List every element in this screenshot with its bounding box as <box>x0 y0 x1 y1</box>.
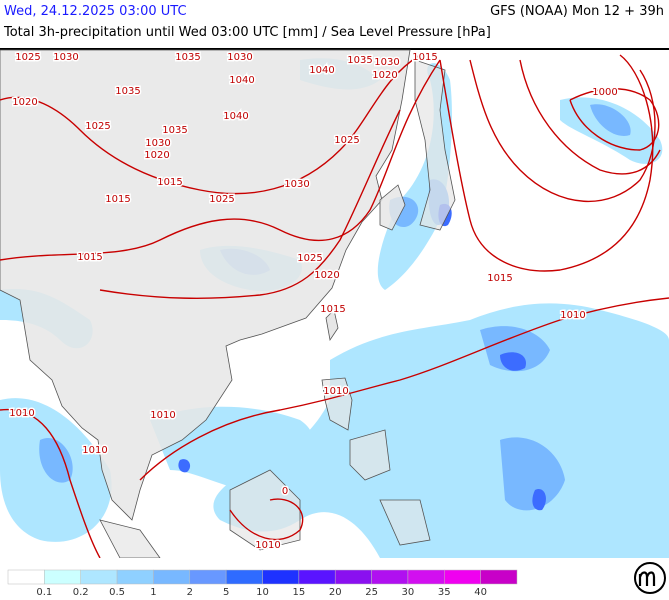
legend-swatch <box>80 569 118 585</box>
legend-label: 15 <box>292 587 305 598</box>
legend-swatch <box>153 569 191 585</box>
isobar-label: 1010 <box>323 386 348 397</box>
isobar-label: 1030 <box>227 52 252 63</box>
legend-label: 25 <box>365 587 378 598</box>
legend-swatch <box>334 569 372 585</box>
isobar-label: 1010 <box>9 408 34 419</box>
legend-label: 10 <box>256 587 269 598</box>
isobar-label: 1020 <box>12 97 37 108</box>
isobar-label: 1025 <box>85 121 110 132</box>
isobar-label: 1010 <box>560 310 585 321</box>
isobar-label: 1035 <box>115 86 140 97</box>
land <box>0 49 456 559</box>
isobar-label: 1035 <box>162 125 187 136</box>
legend-label: 0.1 <box>36 587 52 598</box>
isobar-label: 1035 <box>175 52 200 63</box>
isobar-label: 1030 <box>145 138 170 149</box>
legend-swatch <box>298 569 336 585</box>
isobar-label: 1025 <box>209 194 234 205</box>
isobars <box>0 54 669 559</box>
legend-swatch <box>262 569 300 585</box>
legend-label: 5 <box>223 587 229 598</box>
legend-swatch <box>7 569 45 585</box>
isobar-label: 1015 <box>487 273 512 284</box>
subtitle: Total 3h-precipitation until Wed 03:00 U… <box>3 25 491 40</box>
isobar-label: 1020 <box>372 70 397 81</box>
legend-label: 20 <box>329 587 342 598</box>
isobar-label: 1040 <box>223 111 248 122</box>
model-run: GFS (NOAA) Mon 12 + 39h <box>490 4 664 19</box>
isobar-label: 1020 <box>144 150 169 161</box>
legend-swatch <box>371 569 409 585</box>
legend-label: 35 <box>438 587 451 598</box>
isobar-label: 1015 <box>412 52 437 63</box>
isobar-label: 1040 <box>309 65 334 76</box>
legend-swatch <box>407 569 445 585</box>
isobar-label: 1020 <box>314 270 339 281</box>
isobar-label: 1010 <box>150 410 175 421</box>
legend-label: 30 <box>402 587 415 598</box>
isobar-label: 1015 <box>105 194 130 205</box>
legend-swatch <box>225 569 263 585</box>
legend-label: 1 <box>150 587 156 598</box>
isobar-label: 1030 <box>284 179 309 190</box>
legend-label: 0.2 <box>73 587 89 598</box>
isobar-label: 1030 <box>53 52 78 63</box>
legend-label: 40 <box>474 587 487 598</box>
legend-swatch <box>480 569 518 585</box>
legend-label: 0.5 <box>109 587 125 598</box>
legend-swatch <box>189 569 227 585</box>
isobar-label: 1025 <box>334 135 359 146</box>
legend-swatch <box>116 569 154 585</box>
isobar-label: 1015 <box>77 252 102 263</box>
isobar-label: 1015 <box>320 304 345 315</box>
isobar-label: 1000 <box>592 87 617 98</box>
isobar-label: 0 <box>282 486 288 497</box>
legend-label: 2 <box>187 587 193 598</box>
valid-time: Wed, 24.12.2025 03:00 UTC <box>4 4 187 19</box>
isobar-label: 1010 <box>82 445 107 456</box>
isobar-label: 1030 <box>374 57 399 68</box>
isobar-label: 1035 <box>347 55 372 66</box>
legend-swatch <box>444 569 481 585</box>
logo <box>634 562 666 594</box>
isobar-label: 1025 <box>297 253 322 264</box>
isobar-label: 1010 <box>255 540 280 551</box>
isobar-label: 1040 <box>229 75 254 86</box>
legend: 0.1 0.2 0.5 1 2 5 10 15 20 25 30 35 40 <box>7 569 518 598</box>
isobar-label: 1025 <box>15 52 40 63</box>
isobar-label: 1015 <box>157 177 182 188</box>
legend-swatch <box>44 569 81 585</box>
